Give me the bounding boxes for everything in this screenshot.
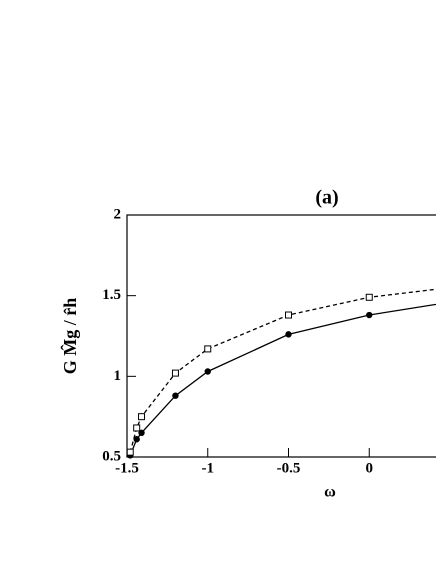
series-line (129, 303, 436, 456)
marker (365, 293, 373, 301)
marker (126, 448, 134, 456)
marker (171, 369, 179, 377)
y-tick-label: 2 (114, 206, 122, 222)
y-axis-label: G M̂g / r̂h (60, 298, 80, 375)
x-tick-label: -1 (202, 460, 215, 476)
marker (285, 311, 292, 319)
x-tick-label: -1.5 (115, 460, 139, 476)
x-tick-label: 0 (366, 460, 374, 476)
y-tick-label: 1.5 (102, 287, 121, 303)
plot-frame (126, 214, 436, 458)
marker (366, 311, 373, 319)
y-tick-label: 0.5 (102, 448, 121, 464)
marker (138, 413, 146, 421)
marker (204, 345, 212, 353)
x-tick-label: -0.5 (277, 460, 301, 476)
marker (133, 424, 141, 432)
marker (133, 436, 140, 443)
marker (172, 392, 179, 399)
series-line (129, 288, 436, 453)
y-tick-label: 1 (114, 368, 122, 384)
chart-title: (a) (315, 187, 338, 209)
marker (204, 368, 211, 375)
marker (285, 331, 292, 338)
x-axis-label: ω (324, 484, 336, 501)
